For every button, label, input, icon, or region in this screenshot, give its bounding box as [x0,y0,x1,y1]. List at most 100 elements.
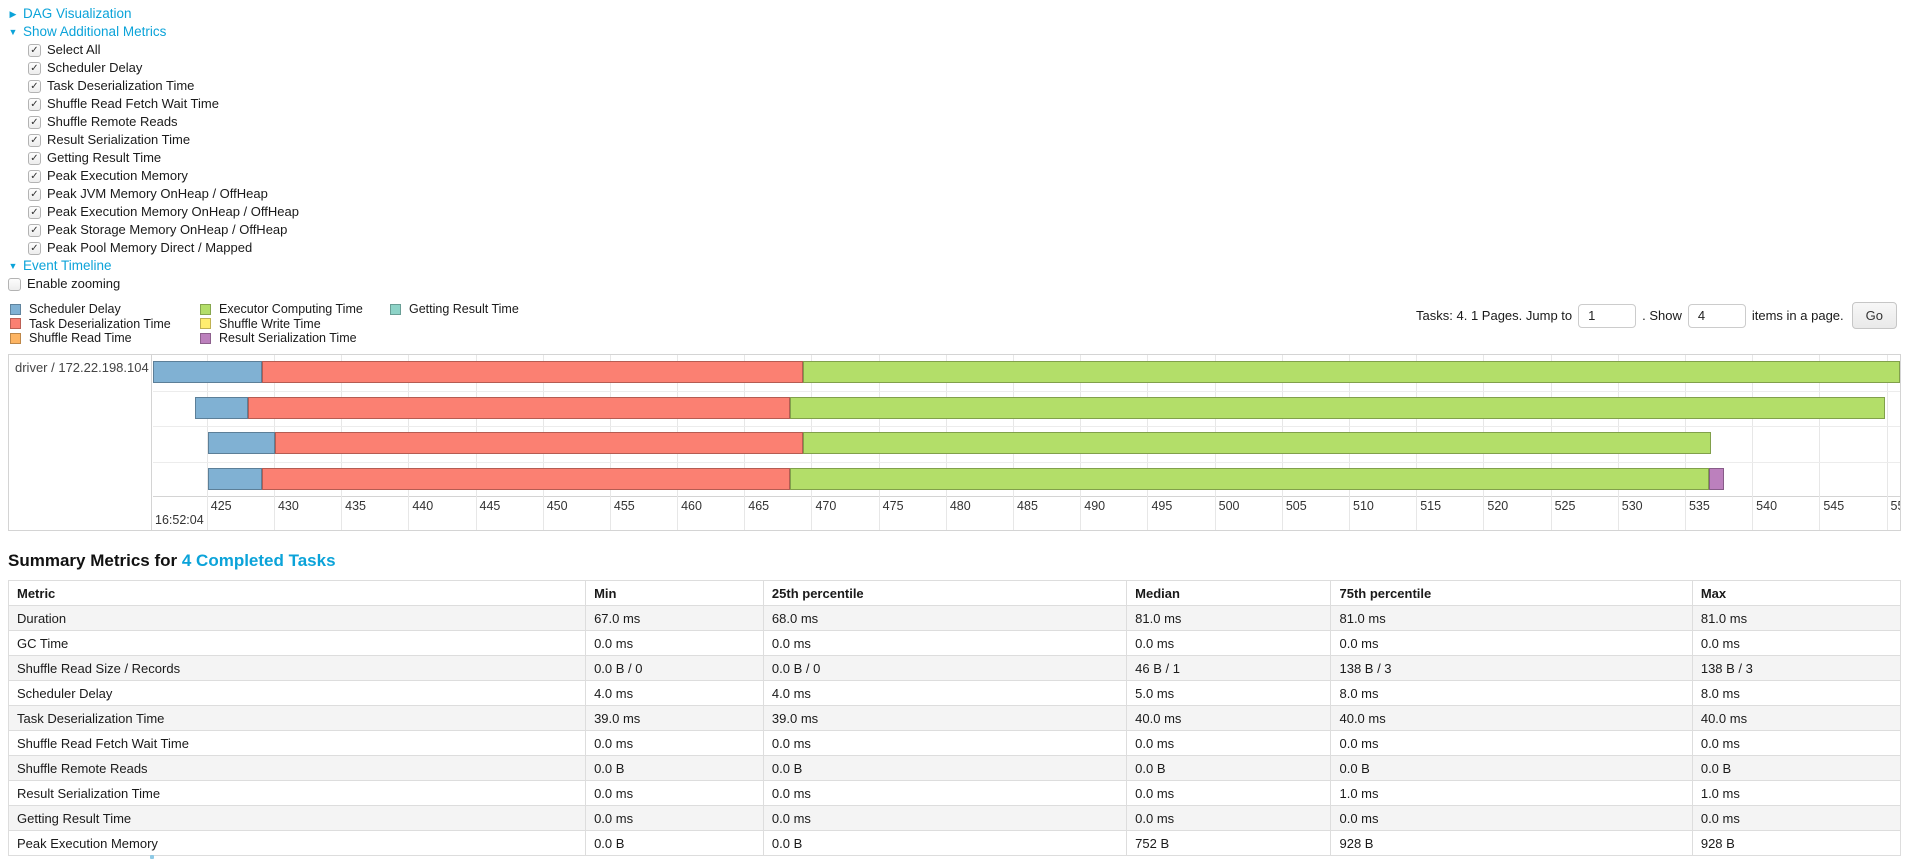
metric-checkbox[interactable]: ✓ [28,205,41,219]
legend-item-scheduler_delay: Scheduler Delay [10,302,200,317]
metric-checkbox[interactable]: ✓ [28,43,41,57]
legend-item-shuffle_write: Shuffle Write Time [200,317,390,332]
dag-visualization-link: DAG Visualization [23,6,132,21]
metric-checkbox-row: ✓ Shuffle Read Fetch Wait Time [8,95,1907,113]
metric-value-cell: 1.0 ms [1330,780,1693,806]
metric-checkbox[interactable]: ✓ [28,241,41,255]
axis-separator [153,496,1900,497]
legend-label: Executor Computing Time [219,302,363,317]
timeline-segment-executor_computing[interactable] [803,361,1900,383]
axis-tick-label: 495 [1151,499,1173,513]
metric-value-cell: 0.0 B [1330,755,1693,781]
metric-checkbox[interactable]: ✓ [28,187,41,201]
timeline-segment-scheduler_delay[interactable] [194,396,249,419]
metric-value-cell: 81.0 ms [1330,605,1693,631]
axis-tick-label: 515 [1420,499,1442,513]
timeline-segment-task_deserialization[interactable] [261,361,804,383]
metric-value-cell: 928 B [1330,830,1693,856]
metric-checkbox[interactable]: ✓ [28,97,41,111]
event-timeline-toggle[interactable]: ▼ Event Timeline [8,257,1907,275]
legend-column: Getting Result Time [390,302,519,346]
legend-item-shuffle_read: Shuffle Read Time [10,331,200,346]
legend-swatch-icon [200,332,211,344]
metric-checkbox[interactable]: ✓ [28,223,41,237]
jump-to-page-input[interactable] [1578,303,1637,328]
metric-value-cell: 0.0 B [762,755,1128,781]
metric-value-cell: 8.0 ms [1330,680,1693,706]
axis-tick-label: 440 [412,499,434,513]
gridline [1886,355,1888,530]
axis-tick-label: 545 [1823,499,1845,513]
axis-tick-label: 535 [1688,499,1710,513]
axis-tick-label: 450 [546,499,568,513]
timeline-segment-task_deserialization[interactable] [261,467,790,490]
metric-checkbox-row: ✓ Result Serialization Time [8,131,1907,149]
axis-tick-label: 520 [1487,499,1509,513]
timeline-segment-scheduler_delay[interactable] [208,467,262,490]
timeline-segment-task_deserialization[interactable] [275,432,804,454]
metric-checkbox-row: ✓ Peak Execution Memory OnHeap / OffHeap [8,203,1907,221]
metric-checkbox[interactable]: ✓ [28,79,41,93]
timeline-segment-scheduler_delay[interactable] [208,432,276,454]
metric-value-cell: 40.0 ms [1691,705,1902,731]
column-header: Median [1126,580,1332,606]
table-row: Task Deserialization Time 39.0 ms 39.0 ms 4… [7,705,1902,731]
metric-checkbox[interactable]: ✓ [28,151,41,165]
metric-checkbox-label: Peak Pool Memory Direct / Mapped [47,240,253,255]
table-row: Result Serialization Time 0.0 ms 0.0 ms 0.0… [7,780,1902,806]
legend-item-result_serialization: Result Serialization Time [200,331,390,346]
legend-label: Shuffle Read Time [29,331,132,346]
column-header: 75th percentile [1330,580,1693,606]
dag-visualization-toggle[interactable]: ▶ DAG Visualization [8,5,1907,23]
items-per-page-input[interactable] [1687,303,1746,328]
timeline-segment-result_serialization[interactable] [1709,467,1724,490]
summary-metrics-table: Metric Min 25th percentile Median 75th perce… [7,580,1902,856]
axis-tick-label: 550 [1890,499,1900,513]
enable-zooming-checkbox[interactable] [8,277,21,291]
metric-value-cell: 1.0 ms [1691,780,1902,806]
show-additional-metrics-toggle[interactable]: ▼ Show Additional Metrics [8,23,1907,41]
timeline-segment-task_deserialization[interactable] [248,396,790,419]
metric-value-cell: 0.0 B [585,830,764,856]
metric-value-cell: 0.0 B [585,755,764,781]
partially-visible-element [150,855,154,859]
metric-checkbox-label: Peak Execution Memory OnHeap / OffHeap [47,204,299,219]
metric-value-cell: 81.0 ms [1126,605,1332,631]
metric-checkbox-label: Result Serialization Time [47,132,191,147]
timeline-segment-executor_computing[interactable] [789,467,1710,490]
legend-swatch-icon [200,303,211,315]
axis-tick-label: 475 [882,499,904,513]
timeline-group-panel: driver / 172.22.198.104 [9,355,152,530]
metric-value-cell: 4.0 ms [762,680,1128,706]
legend-label: Scheduler Delay [29,302,121,317]
metric-value-cell: 0.0 ms [1691,630,1902,656]
row-separator [153,426,1900,427]
metric-value-cell: 0.0 B [1691,755,1902,781]
metric-checkbox[interactable]: ✓ [28,115,41,129]
expanded-arrow-icon: ▼ [8,27,18,37]
metric-checkbox-label: Shuffle Remote Reads [47,114,178,129]
table-row: Scheduler Delay 4.0 ms 4.0 ms 5.0 ms 8.0 ms 8… [7,680,1902,706]
legend-swatch-icon [200,318,211,330]
axis-tick-label: 425 [210,499,232,513]
axis-tick-label: 500 [1218,499,1240,513]
metric-value-cell: 752 B [1126,830,1332,856]
go-button[interactable]: Go [1851,302,1897,329]
timeline-segment-executor_computing[interactable] [789,396,1886,419]
summary-metrics-heading: Summary Metrics for 4 Completed Tasks [8,551,1907,571]
metric-checkbox-list: ✓ Select All ✓ Scheduler Delay ✓ Task Deseria… [8,41,1907,257]
metric-value-cell: 40.0 ms [1126,705,1332,731]
executor-group-label: driver / 172.22.198.104 [15,360,149,375]
timeline-segment-scheduler_delay[interactable] [153,361,262,383]
metric-checkbox[interactable]: ✓ [28,169,41,183]
metric-checkbox-label: Getting Result Time [47,150,162,165]
axis-tick-label: 505 [1285,499,1307,513]
metric-checkbox[interactable]: ✓ [28,133,41,147]
event-timeline-link: Event Timeline [23,258,112,273]
metric-checkbox[interactable]: ✓ [28,61,41,75]
timeline-legend-zone: Scheduler Delay Task Deserialization Time… [0,302,1907,348]
completed-tasks-link[interactable]: 4 Completed Tasks [181,551,336,570]
timeline-segment-executor_computing[interactable] [803,432,1711,454]
table-row: Peak Execution Memory 0.0 B 0.0 B 752 B 928 … [7,830,1902,856]
metric-checkbox-row: ✓ Select All [8,41,1907,59]
